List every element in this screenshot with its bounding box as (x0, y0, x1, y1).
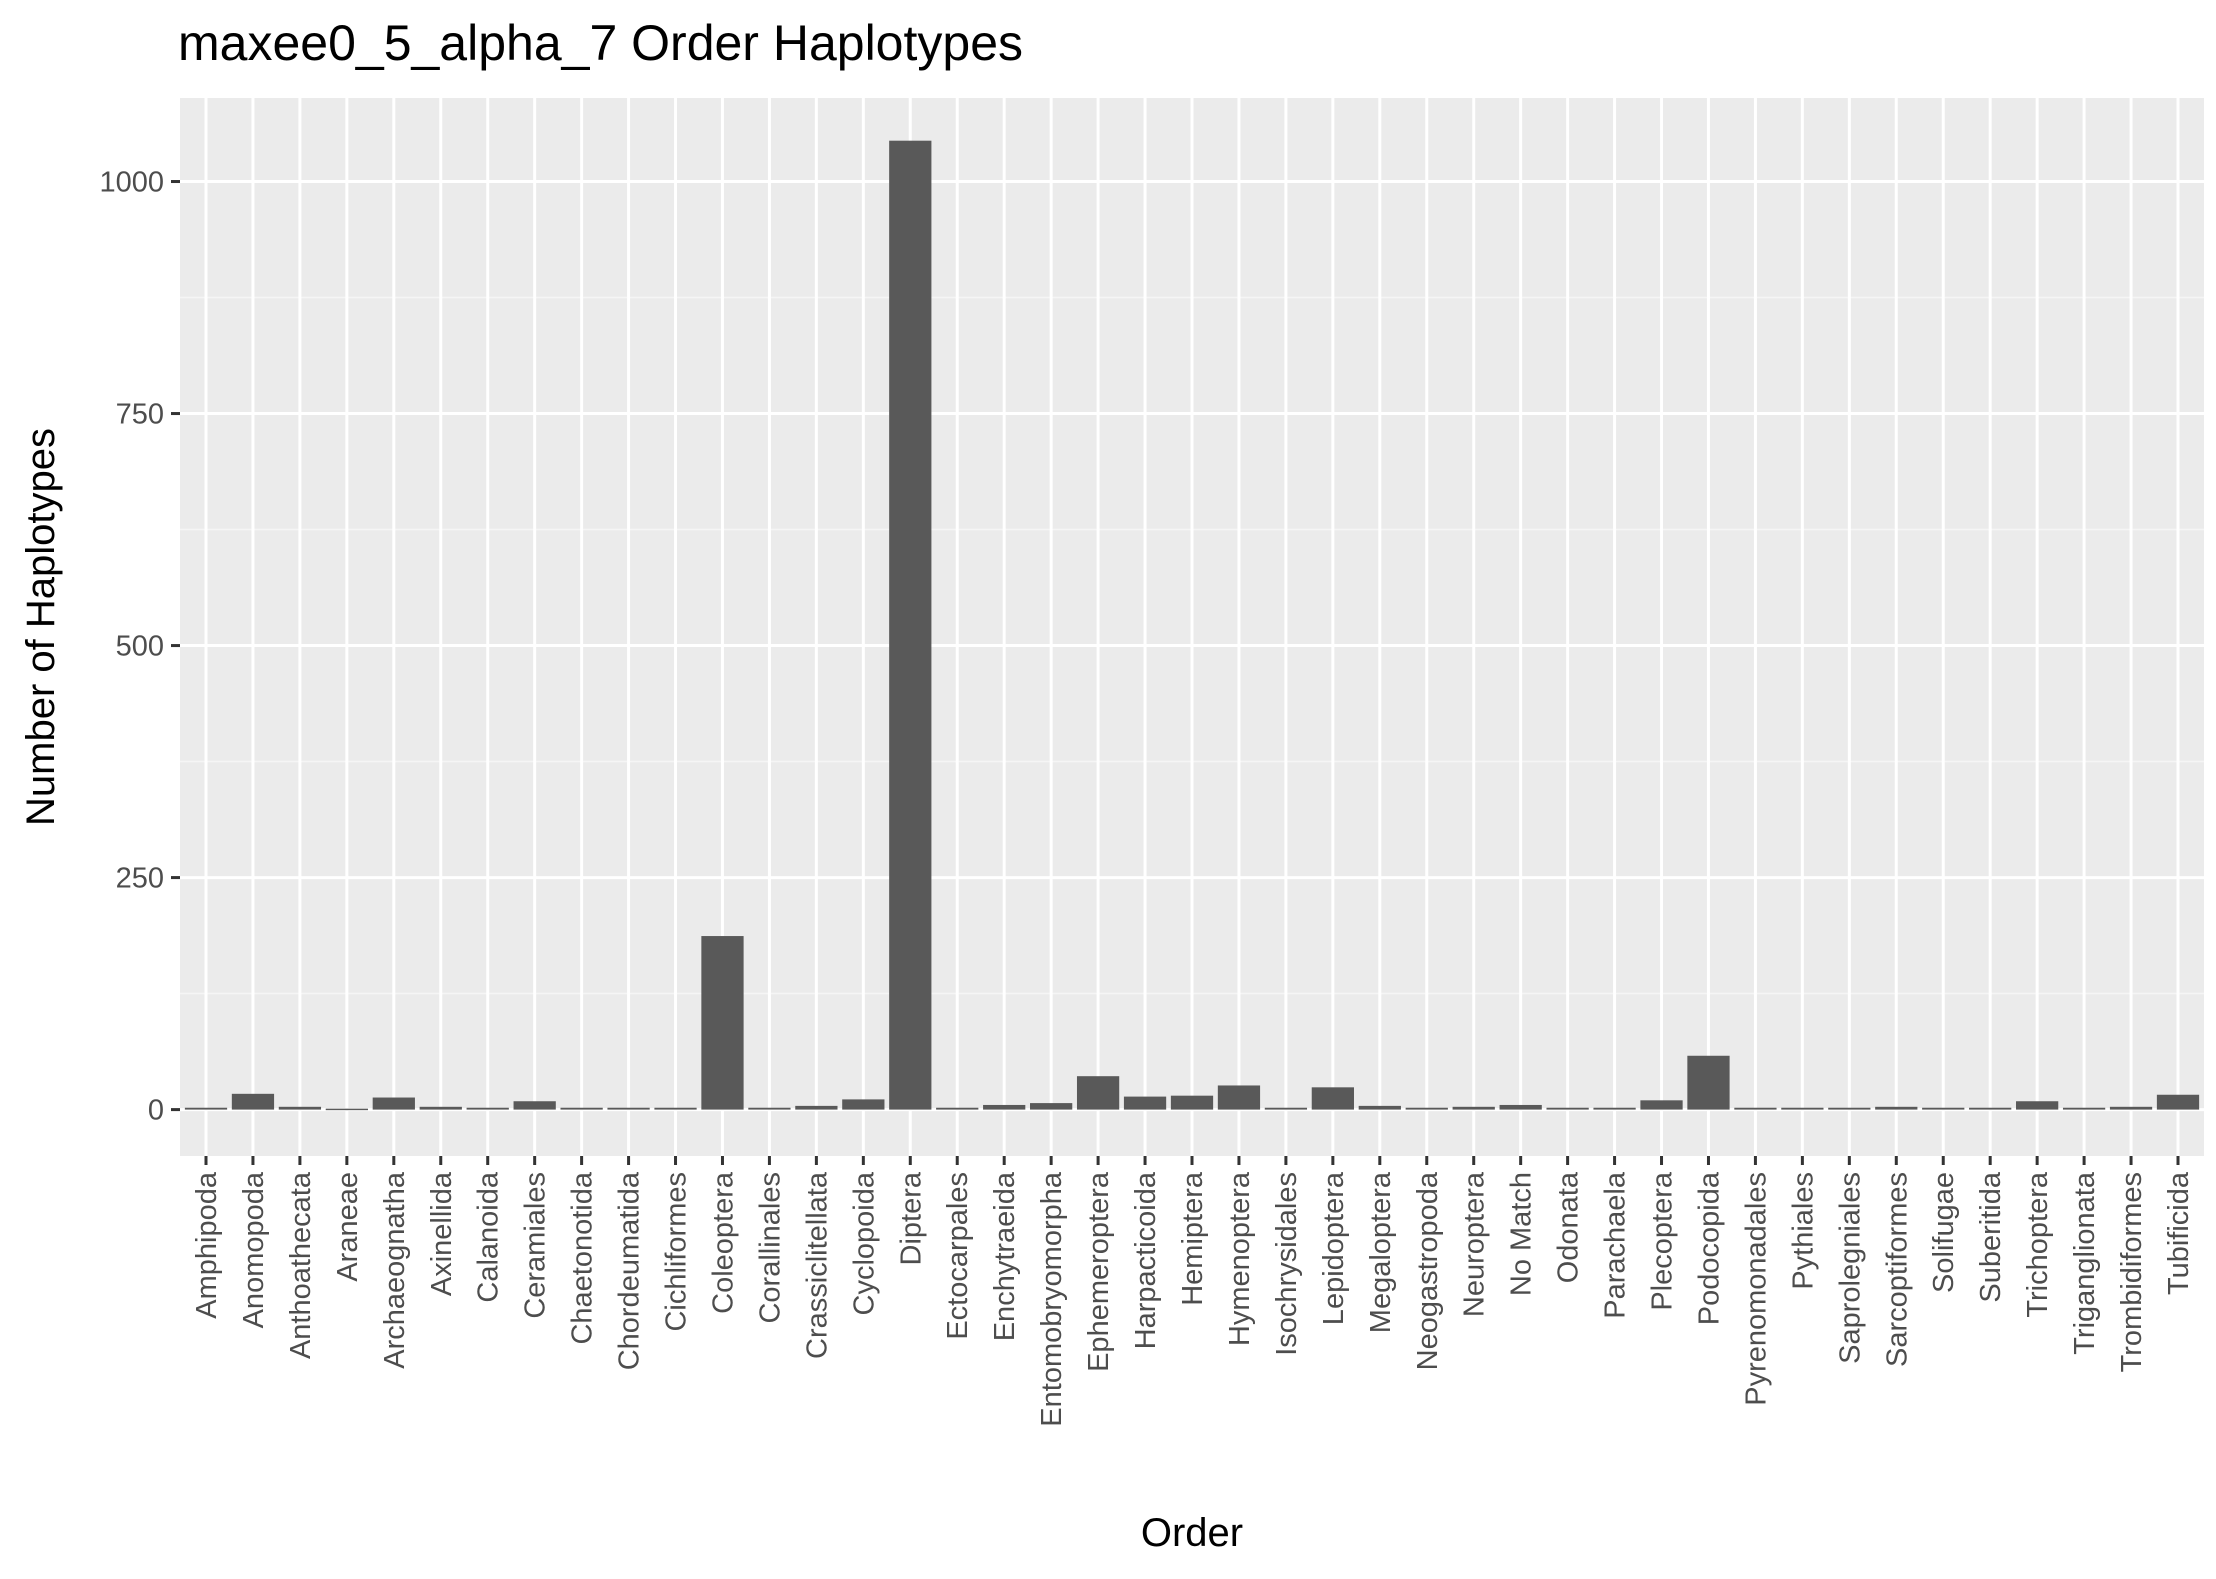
bar (842, 1099, 885, 1110)
bar (2016, 1101, 2059, 1110)
x-tick-label: Neogastropoda (1412, 1171, 1444, 1370)
bar (889, 140, 932, 1110)
x-tick-label: Anthoathecata (285, 1171, 317, 1359)
bar (1687, 1055, 1730, 1110)
bar (419, 1106, 462, 1110)
x-tick-label: Isochrysidales (1271, 1172, 1303, 1356)
y-tick-label: 750 (116, 399, 164, 431)
x-tick-label: Araneae (332, 1172, 364, 1282)
x-tick-label: Coleoptera (707, 1171, 739, 1314)
bar (231, 1093, 275, 1110)
major-gridlines (180, 98, 2204, 1156)
x-tick-label: Archaeognatha (379, 1171, 411, 1369)
bar (1734, 1107, 1777, 1110)
x-tick-label: Lepidoptera (1318, 1171, 1350, 1325)
x-tick-label: Hemiptera (1177, 1171, 1209, 1306)
bar (1781, 1107, 1824, 1110)
bar (654, 1107, 697, 1110)
x-tick-label: Diptera (895, 1171, 927, 1265)
x-tick-label: Podocopida (1693, 1171, 1725, 1325)
bars (184, 140, 2200, 1111)
x-tick-label: Trichoptera (2022, 1171, 2054, 1317)
bar (1546, 1107, 1589, 1110)
x-tick-label: Plecoptera (1647, 1171, 1679, 1311)
bar (466, 1107, 509, 1110)
bar (1217, 1085, 1261, 1110)
x-tick-label: Ephemeroptera (1083, 1171, 1115, 1372)
x-tick-label: Hymenoptera (1224, 1171, 1256, 1346)
x-tick-label: Ectocarpales (942, 1172, 974, 1340)
x-tick-label: Sarcoptiformes (1881, 1172, 1913, 1367)
bar (1828, 1107, 1871, 1110)
x-tick-label: Trombidiformes (2116, 1172, 2148, 1372)
bar (1358, 1105, 1401, 1110)
bar (936, 1107, 979, 1110)
bar (1123, 1096, 1167, 1110)
bar (1875, 1106, 1918, 1110)
x-tick-label: Chaetonotida (567, 1171, 599, 1344)
bar (278, 1106, 322, 1110)
x-tick-label: No Match (1506, 1172, 1538, 1296)
bar (1264, 1107, 1308, 1110)
y-tick-label: 500 (116, 631, 164, 663)
x-axis: Amphipoda Anomopoda Anthoathecata Araneae Ar… (191, 1156, 2195, 1427)
bar (2062, 1107, 2106, 1110)
x-tick-label: Calanoida (473, 1171, 505, 1302)
bar (2109, 1106, 2153, 1110)
bar (983, 1104, 1026, 1110)
bar (1076, 1076, 1120, 1110)
bar (325, 1108, 368, 1111)
x-tick-label: Crassiclitellata (801, 1171, 833, 1359)
bar (795, 1105, 838, 1110)
bar (1640, 1100, 1683, 1110)
bar (1593, 1107, 1636, 1110)
bar (372, 1097, 415, 1110)
x-tick-label: Suberitida (1975, 1171, 2007, 1302)
bar (560, 1107, 603, 1110)
x-tick-label: Chordeumatida (614, 1171, 646, 1370)
x-tick-label: Neuroptera (1459, 1171, 1491, 1317)
x-tick-label: Pythiales (1787, 1172, 1819, 1290)
bar (748, 1107, 791, 1110)
y-tick-label: 0 (148, 1095, 164, 1127)
y-axis-title: Number of Haplotypes (19, 428, 63, 826)
x-tick-label: Parachaela (1600, 1171, 1632, 1319)
x-tick-label: Saprolegniales (1834, 1172, 1866, 1364)
bar (607, 1107, 650, 1110)
x-tick-label: Pyrenomonadales (1740, 1172, 1772, 1406)
y-tick-label: 250 (116, 863, 164, 895)
bar (1922, 1107, 1965, 1110)
x-tick-label: Cyclopoida (848, 1171, 880, 1315)
x-tick-label: Triganglionata (2069, 1171, 2101, 1355)
bar (1405, 1107, 1448, 1110)
bar (1452, 1106, 1495, 1110)
x-tick-label: Harpacticoida (1130, 1171, 1162, 1349)
bar (1969, 1107, 2012, 1110)
bar (1499, 1104, 1542, 1110)
x-tick-label: Solifugae (1928, 1172, 1960, 1293)
y-tick-label: 1000 (99, 167, 164, 199)
x-tick-label: Corallinales (754, 1172, 786, 1324)
bar (701, 936, 744, 1110)
x-tick-label: Enchytraeida (989, 1171, 1021, 1341)
x-tick-label: Entomobryomorpha (1036, 1171, 1068, 1427)
bar (2156, 1094, 2200, 1110)
x-tick-label: Odonata (1553, 1171, 1585, 1283)
chart-title: maxee0_5_alpha_7 Order Haplotypes (178, 15, 1023, 71)
x-tick-label: Ceramiales (520, 1172, 552, 1319)
bar (513, 1101, 556, 1110)
x-tick-label: Anomopoda (238, 1171, 270, 1328)
x-tick-label: Axinellida (426, 1171, 458, 1296)
y-axis: 0 250 500 750 1000 (99, 167, 180, 1127)
x-tick-label: Amphipoda (191, 1171, 223, 1319)
bar (1170, 1095, 1214, 1110)
bar (184, 1107, 228, 1110)
bar (1311, 1087, 1354, 1110)
x-tick-label: Tubificida (2163, 1171, 2195, 1295)
x-tick-label: Megaloptera (1365, 1171, 1397, 1333)
bar (1030, 1103, 1073, 1110)
x-tick-label: Cichliformes (661, 1172, 693, 1332)
x-axis-title: Order (1141, 1511, 1243, 1555)
